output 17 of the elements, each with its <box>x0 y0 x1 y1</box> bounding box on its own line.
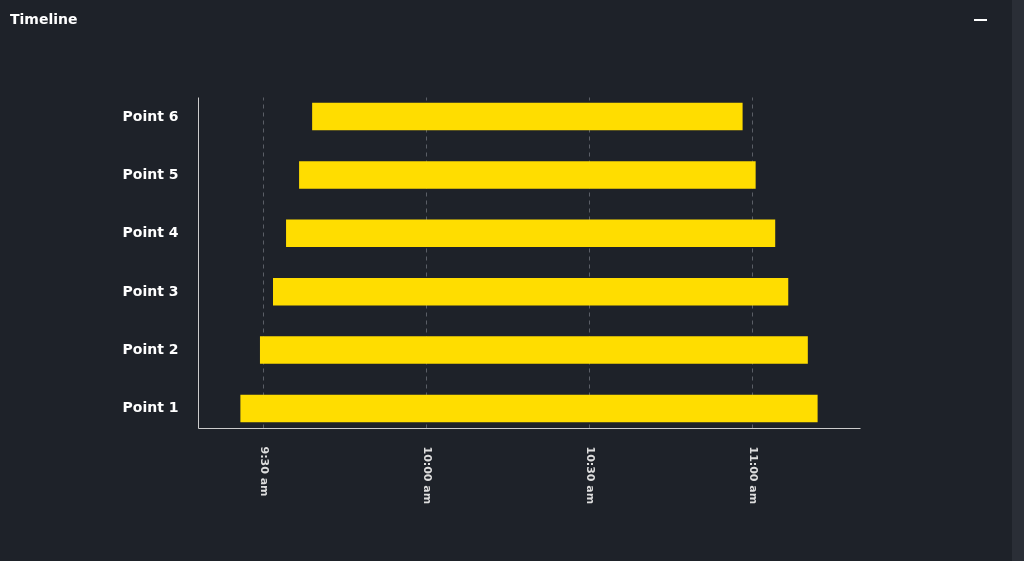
bar <box>240 394 818 423</box>
x-tick-label: 9:30 am <box>257 446 271 497</box>
y-tick-label: Point 4 <box>122 224 179 241</box>
bar <box>259 336 808 364</box>
text: Timeline <box>10 11 78 27</box>
x-tick-label: 11:00 am <box>746 446 760 505</box>
bar <box>273 277 789 306</box>
y-tick-label: Point 1 <box>122 399 179 416</box>
y-tick-label: Point 2 <box>122 341 179 358</box>
y-tick-label: Point 6 <box>122 107 179 124</box>
bar <box>299 161 756 189</box>
y-tick-label: Point 3 <box>122 282 179 299</box>
y-tick-label: Point 5 <box>122 165 179 182</box>
x-tick-label: 10:30 am <box>583 446 597 505</box>
x-tick-label: 10:00 am <box>420 446 434 505</box>
bar <box>286 219 776 248</box>
bar <box>312 102 743 131</box>
